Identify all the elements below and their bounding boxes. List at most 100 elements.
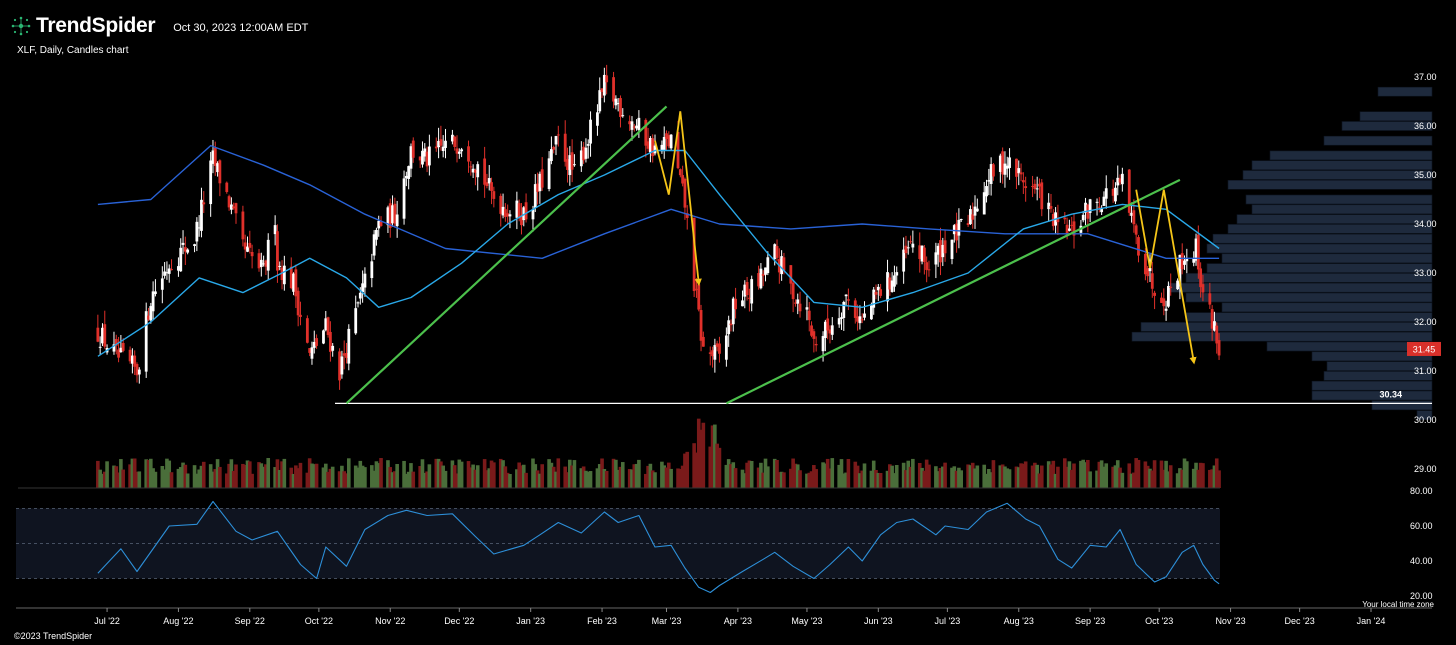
volume-bar: [482, 459, 487, 488]
volume-bar: [347, 458, 351, 488]
candle-body: [216, 163, 219, 173]
candle-body: [713, 345, 717, 360]
volume-bar: [950, 467, 954, 488]
candle-body: [858, 316, 862, 324]
volume-bar: [1033, 462, 1037, 488]
sma-slow-line: [97, 144, 1220, 259]
candle-body: [503, 209, 507, 218]
candle-body: [1019, 172, 1023, 175]
volume-bar: [344, 473, 349, 488]
volume-bar: [904, 470, 908, 488]
volume-bar: [411, 471, 416, 488]
volume-bar: [733, 468, 738, 488]
volume-bar: [201, 461, 206, 488]
volume-bar: [869, 470, 874, 488]
volume-bar: [952, 466, 957, 488]
volume-bar: [662, 465, 667, 488]
volume-bar: [549, 462, 554, 488]
volume-bar: [370, 465, 374, 488]
volume-bar: [1194, 462, 1198, 488]
candle-body: [1185, 258, 1189, 262]
candle-body: [715, 343, 719, 347]
candle-body: [441, 146, 445, 152]
volume-bar: [839, 459, 844, 488]
copyright: ©2023 TrendSpider: [14, 631, 93, 641]
volume-bar: [1037, 473, 1042, 488]
candle-body: [1153, 292, 1156, 296]
candle-body: [395, 214, 399, 227]
candle-body: [582, 146, 586, 161]
candle-body: [305, 318, 309, 343]
volume-bar: [310, 463, 314, 488]
volume-bar: [809, 471, 814, 488]
volume-bar: [245, 460, 250, 488]
volume-bar: [634, 463, 639, 488]
candle-body: [600, 88, 604, 92]
candle-body: [573, 164, 576, 166]
volume-bar: [420, 459, 425, 488]
candle-body: [860, 319, 864, 321]
volume-bar: [314, 463, 319, 488]
volume-bar: [231, 470, 236, 488]
candle-body: [826, 318, 830, 331]
volume-bar: [1019, 463, 1023, 488]
candle-body: [985, 186, 988, 197]
volume-bar: [954, 470, 959, 488]
candle-body: [998, 155, 1002, 172]
candle-body: [969, 209, 972, 225]
candle-body: [729, 323, 733, 326]
candle-body: [1192, 258, 1196, 263]
volume-bar: [729, 464, 733, 488]
volume-bar: [556, 458, 561, 488]
candle-body: [823, 321, 827, 339]
candle-body: [407, 166, 411, 179]
candle-body: [434, 146, 438, 149]
volume-bar: [185, 473, 190, 488]
volume-bar: [1164, 460, 1168, 488]
volume-bar: [1104, 463, 1109, 488]
volume-profile: [1131, 86, 1433, 420]
candle-body: [1148, 267, 1152, 272]
candle-body: [1072, 221, 1076, 236]
candle-body: [902, 249, 906, 272]
volume-bar: [616, 469, 620, 488]
candle-body: [1116, 177, 1120, 186]
candle-body: [890, 280, 894, 292]
volume-profile-bar: [1185, 292, 1433, 303]
rsi-line: [97, 500, 1220, 594]
volume-bar: [441, 465, 445, 488]
candle-body: [568, 155, 572, 176]
candle-body: [745, 282, 749, 296]
volume-bar: [342, 471, 346, 488]
candle-body: [151, 291, 155, 312]
volume-bar: [968, 465, 973, 488]
volume-bar: [538, 473, 542, 488]
volume-profile-bar: [1221, 302, 1433, 313]
volume-bar: [627, 469, 632, 488]
candle-body: [1008, 157, 1011, 168]
volume-bar: [841, 473, 846, 488]
candle-body: [840, 317, 843, 319]
candle-body: [342, 353, 346, 356]
volume-bar: [135, 471, 139, 488]
volume-bar: [1136, 459, 1141, 488]
volume-bar: [789, 468, 793, 488]
volume-bar: [692, 443, 696, 488]
candle-body: [989, 164, 993, 184]
candle-body: [637, 117, 641, 131]
candle-body: [598, 90, 602, 112]
candle-body: [259, 259, 263, 267]
volume-bar: [96, 460, 100, 488]
volume-bar: [1198, 462, 1203, 488]
candle-body: [1063, 217, 1067, 220]
volume-bar: [749, 461, 754, 488]
volume-bar: [650, 470, 655, 488]
volume-bar: [524, 472, 528, 488]
volume-bar: [439, 461, 443, 488]
candle-body: [904, 245, 908, 254]
volume-bar: [726, 459, 731, 488]
volume-profile-bar: [1326, 361, 1433, 371]
candle-body: [1215, 325, 1219, 344]
candle-body: [957, 219, 961, 236]
